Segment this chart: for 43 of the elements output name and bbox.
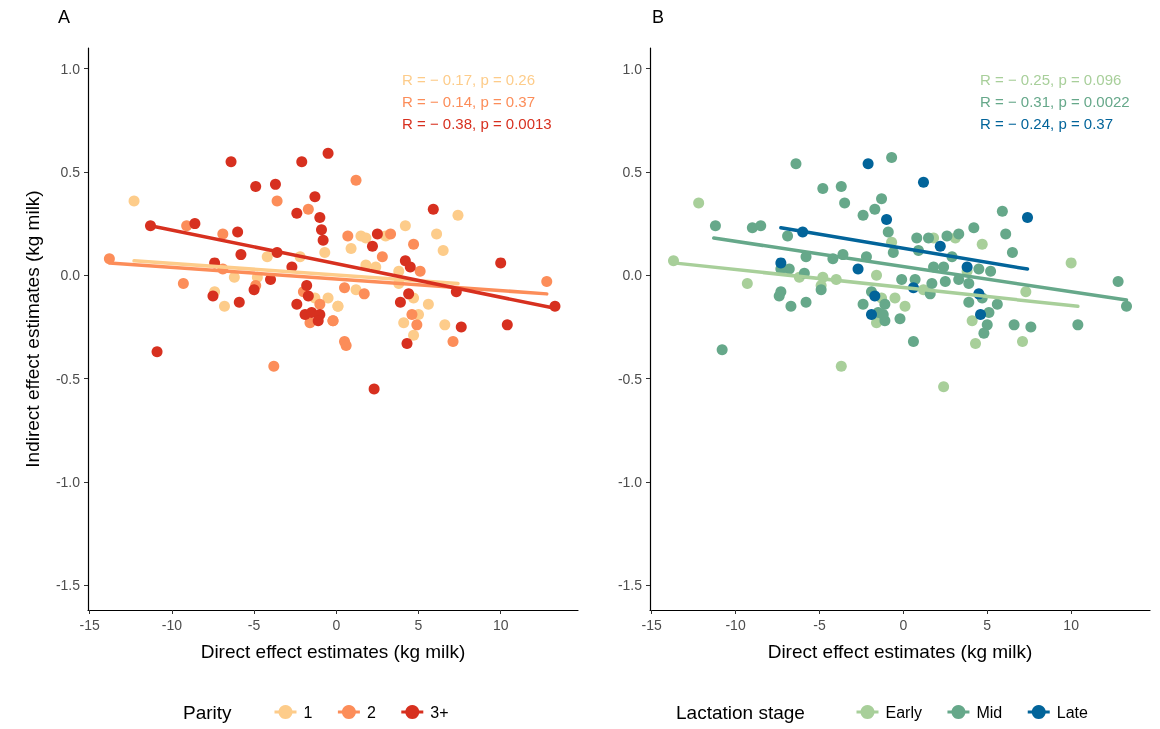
legend-title: Parity — [183, 702, 233, 723]
annotation: R = − 0.14, p = 0.37 — [402, 93, 536, 110]
y-tick-label: 0.0 — [622, 267, 643, 284]
x-tick-label: -15 — [79, 617, 100, 633]
x-tick-label: -10 — [725, 617, 746, 633]
chart-title: A — [58, 7, 71, 27]
chart-title: B — [652, 7, 665, 27]
y-tick-label: 0.0 — [60, 267, 81, 284]
y-tick-label: -0.5 — [617, 370, 643, 387]
x-tick-label: -10 — [161, 617, 183, 633]
x-tick-label: -5 — [813, 617, 826, 633]
x-tick-label: 5 — [983, 617, 992, 633]
legend-label: 2 — [366, 703, 376, 721]
annotation: R = − 0.25, p = 0.096 — [980, 71, 1122, 88]
y-tick-label: 0.5 — [622, 163, 643, 180]
x-tick-label: 10 — [1063, 617, 1080, 633]
x-tick-label: -15 — [641, 617, 663, 633]
x-tick-label: 0 — [899, 617, 908, 633]
y-tick-label: 1.0 — [60, 60, 81, 77]
annotation: R = − 0.24, p = 0.37 — [980, 115, 1114, 132]
x-tick-label: 0 — [332, 617, 341, 633]
legend-label: Mid — [976, 703, 1003, 721]
y-tick-label: -1.5 — [617, 577, 643, 594]
x-tick-label: 5 — [414, 617, 423, 633]
y-tick-label: -1.5 — [55, 577, 81, 594]
x-axis-title: Direct effect estimates (kg milk) — [767, 641, 1033, 662]
legend-label: 3+ — [430, 703, 449, 721]
legend-label: Early — [885, 703, 922, 721]
y-tick-label: -1.0 — [55, 473, 81, 490]
x-axis-title: Direct effect estimates (kg milk) — [200, 641, 466, 662]
annotation: R = − 0.31, p = 0.0022 — [980, 93, 1130, 110]
x-tick-label: -5 — [247, 617, 261, 633]
annotation: R = − 0.38, p = 0.0013 — [402, 115, 552, 132]
legend-label: 1 — [303, 703, 313, 721]
y-tick-label: 0.5 — [60, 163, 81, 180]
legend-label: Late — [1056, 703, 1088, 721]
y-tick-label: -0.5 — [55, 370, 81, 387]
x-tick-label: 10 — [492, 617, 509, 633]
y-axis-title: Indirect effect estimates (kg milk) — [22, 190, 43, 468]
y-tick-label: -1.0 — [617, 473, 643, 490]
y-tick-label: 1.0 — [622, 60, 643, 77]
legend-title: Lactation stage — [676, 702, 805, 723]
annotation: R = − 0.17, p = 0.26 — [402, 71, 536, 88]
